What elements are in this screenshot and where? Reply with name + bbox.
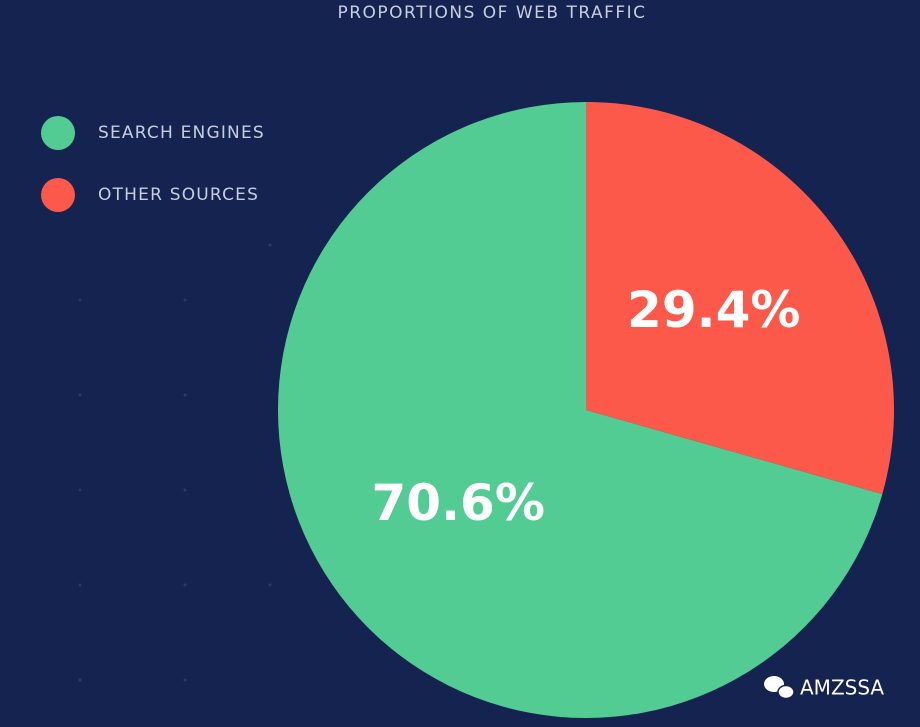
watermark: AMZSSA [800,676,884,700]
watermark-icon [764,676,795,700]
legend-label: OTHER SOURCES [98,185,259,205]
background-dots [78,243,272,682]
value-label: 29.4% [627,281,800,339]
chart-title: PROPORTIONS OF WEB TRAFFIC [337,3,646,23]
legend-marker [41,178,75,212]
legend-marker [41,116,75,150]
pie: 70.6% 29.4% [277,102,894,718]
legend: SEARCH ENGINES OTHER SOURCES [41,116,265,212]
pie-slice [277,102,883,718]
pie-slice [586,102,894,495]
value-label: 70.6% [371,474,544,532]
legend-label: SEARCH ENGINES [98,123,265,143]
